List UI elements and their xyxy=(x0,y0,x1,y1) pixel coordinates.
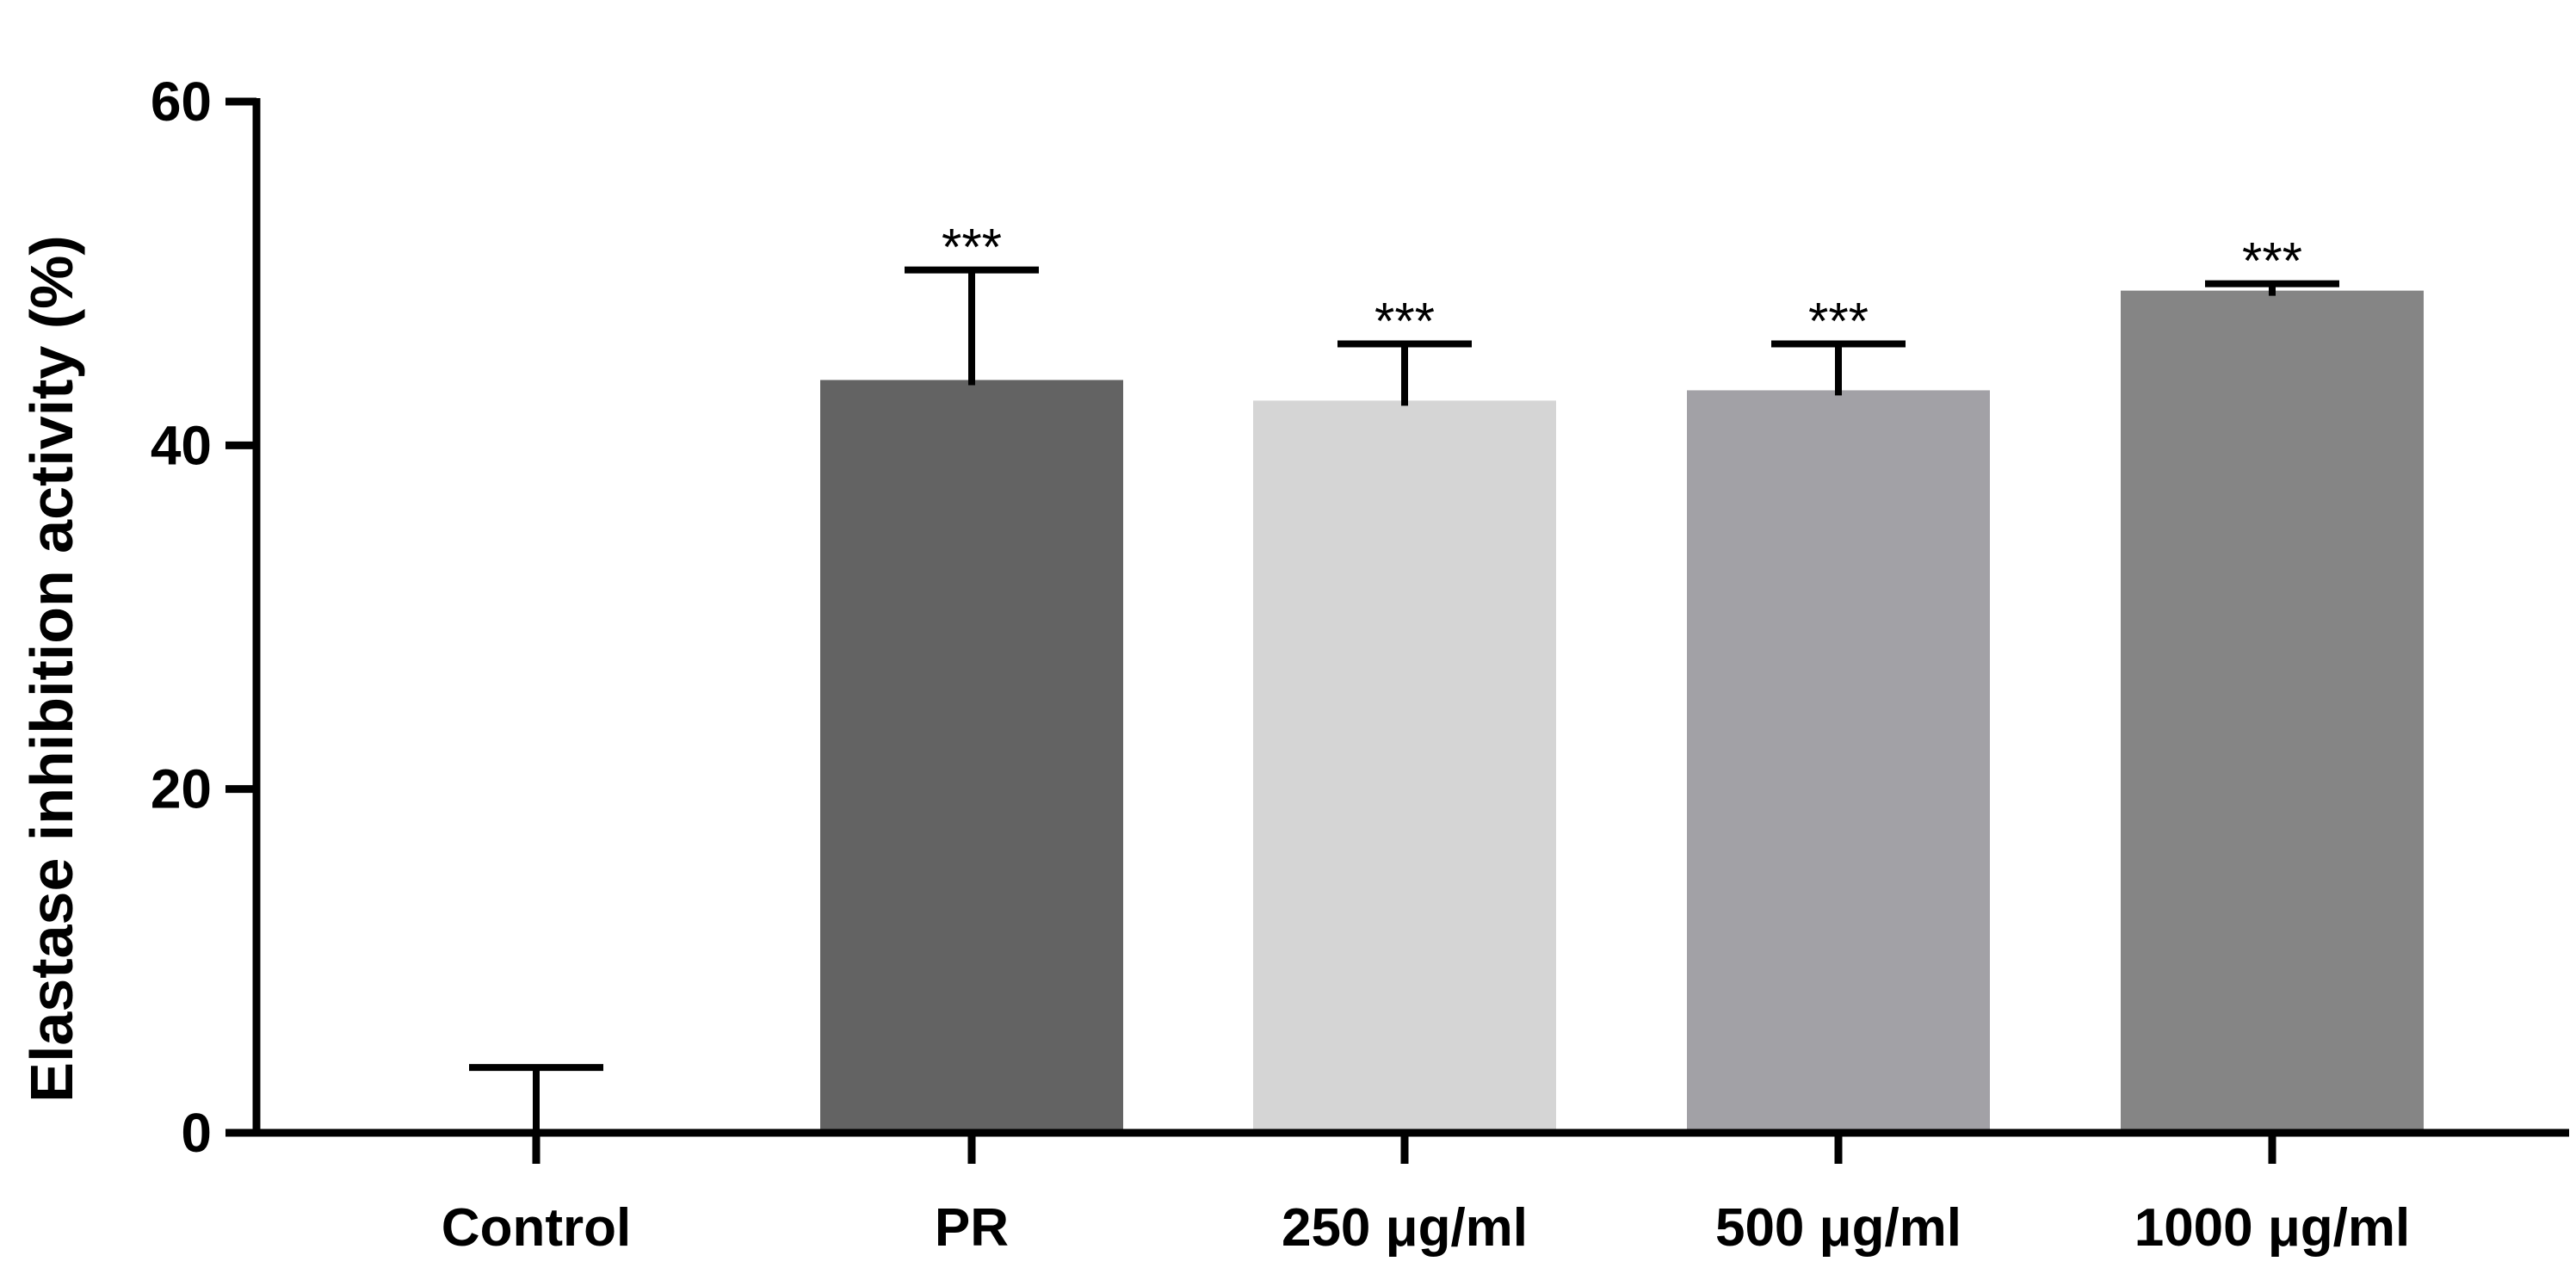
x-tick-label-3: 500 μg/ml xyxy=(1715,1198,1961,1258)
bar-2 xyxy=(1253,400,1556,1133)
bars-layer xyxy=(820,290,2424,1134)
bar-1 xyxy=(820,380,1123,1134)
bar-4 xyxy=(2121,290,2424,1134)
significance-layer: *** *** *** *** xyxy=(942,219,2302,350)
y-tick-label-1: 20 xyxy=(151,758,212,820)
significance-label-2: *** xyxy=(1374,293,1435,350)
significance-label-3: *** xyxy=(1808,293,1869,350)
significance-label-1: *** xyxy=(942,219,1002,276)
significance-label-4: *** xyxy=(2242,232,2302,290)
labels-layer: Control PR 250 μg/ml 500 μg/ml 1000 μg/ml 0 20… xyxy=(18,71,2410,1258)
axes-layer xyxy=(225,97,2569,1164)
y-tick-label-0: 0 xyxy=(181,1102,212,1164)
x-tick-label-1: PR xyxy=(935,1198,1009,1258)
y-axis-title: Elastase inhibition activity (%) xyxy=(18,235,85,1102)
x-tick-label-4: 1000 μg/ml xyxy=(2134,1198,2411,1258)
x-tick-label-0: Control xyxy=(442,1198,631,1258)
error-bars-layer xyxy=(469,266,2339,1133)
y-tick-label-3: 60 xyxy=(151,71,212,133)
x-tick-label-2: 250 μg/ml xyxy=(1282,1198,1528,1258)
bar-3 xyxy=(1687,390,1990,1133)
y-tick-label-2: 40 xyxy=(151,414,212,476)
